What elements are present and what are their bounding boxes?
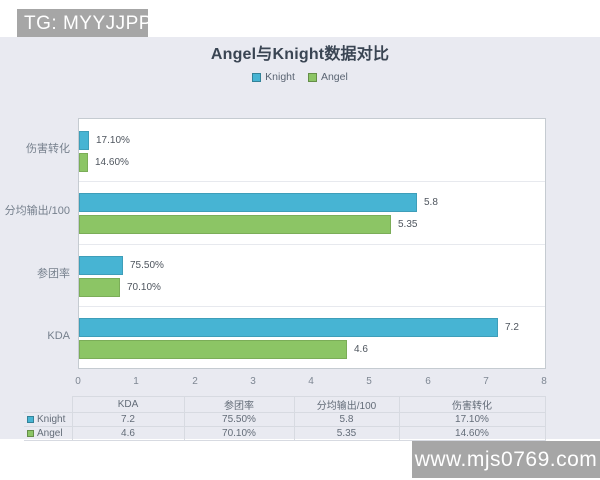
- x-tick-5: 5: [366, 376, 372, 387]
- top-watermark-banner: TG: MYYJJPP: [17, 9, 151, 38]
- bar-value-label-angel-3: 4.6: [354, 344, 368, 355]
- band-separator: [79, 244, 545, 245]
- bar-knight-2: [79, 256, 123, 275]
- table-header-row: KDA 参团率 分均输出/100 伤害转化: [24, 396, 546, 413]
- chart-legend: Knight Angel: [0, 71, 600, 83]
- x-tick-3: 3: [250, 376, 256, 387]
- table-row-knight: Knight 7.2 75.50% 5.8 17.10%: [24, 412, 546, 427]
- category-labels: 伤害转化分均输出/100 参团率 KDA: [0, 118, 70, 370]
- bar-knight-1: [79, 193, 417, 212]
- table-knight-label: Knight: [37, 414, 66, 425]
- legend-label-knight: Knight: [265, 71, 295, 83]
- bar-value-label-angel-2: 70.10%: [127, 282, 161, 293]
- x-tick-7: 7: [483, 376, 489, 387]
- category-label-3: KDA: [47, 330, 70, 342]
- table-cell: 14.60%: [398, 426, 546, 441]
- table-cell: 7.2: [71, 412, 185, 427]
- bar-value-label-knight-1: 5.8: [424, 197, 438, 208]
- table-header-dmgconv: 伤害转化: [398, 396, 546, 413]
- table-corner-cell: [24, 396, 73, 413]
- band-separator: [79, 181, 545, 182]
- bar-angel-2: [79, 278, 120, 297]
- bar-value-label-knight-2: 75.50%: [130, 260, 164, 271]
- x-tick-0: 0: [75, 376, 81, 387]
- table-row-angel: Angel 4.6 70.10% 5.35 14.60%: [24, 426, 546, 441]
- bottom-watermark-banner: www.mjs0769.com: [412, 441, 600, 478]
- table-swatch-knight-icon: [27, 416, 34, 423]
- bar-value-label-angel-1: 5.35: [398, 219, 418, 230]
- bar-knight-0: [79, 131, 89, 150]
- category-label-0: 伤害转化: [26, 143, 70, 155]
- bottom-watermark-text: www.mjs0769.com: [414, 447, 598, 471]
- table-cell: 5.35: [293, 426, 400, 441]
- legend-item-angel: Angel: [307, 71, 348, 83]
- x-tick-8: 8: [541, 376, 547, 387]
- x-tick-1: 1: [133, 376, 139, 387]
- x-axis: 0 1 2 3 4 5 6 7 8: [0, 375, 600, 388]
- table-cell: 17.10%: [398, 412, 546, 427]
- bar-angel-3: [79, 340, 347, 359]
- table-row-knight-name: Knight: [24, 412, 73, 427]
- table-cell: 4.6: [71, 426, 185, 441]
- chart-title: Angel与Knight数据对比: [210, 46, 390, 63]
- legend-swatch-knight-icon: [252, 72, 262, 82]
- bar-knight-3: [79, 318, 498, 337]
- table-cell: 70.10%: [183, 426, 295, 441]
- x-tick-2: 2: [192, 376, 198, 387]
- legend-label-angel: Angel: [320, 71, 348, 83]
- category-label-2: 参团率: [37, 268, 70, 280]
- table-row-angel-name: Angel: [24, 426, 73, 441]
- bar-value-label-knight-3: 7.2: [505, 322, 519, 333]
- table-cell: 75.50%: [183, 412, 295, 427]
- bar-value-label-knight-0: 17.10%: [96, 135, 130, 146]
- category-label-1: 分均输出/100: [4, 205, 70, 217]
- band-separator: [79, 306, 545, 307]
- legend-swatch-angel-icon: [307, 72, 317, 82]
- bar-angel-0: [79, 153, 88, 172]
- top-watermark-text: TG: MYYJJPP: [24, 13, 152, 34]
- table-swatch-angel-icon: [27, 430, 34, 437]
- table-header-teamrate: 参团率: [183, 396, 295, 413]
- x-tick-4: 4: [308, 376, 314, 387]
- plot-area: 17.10% 14.60% 5.8 5.35 75.50% 70.10% 7.2 4.6: [78, 118, 546, 369]
- bar-angel-1: [79, 215, 391, 234]
- bar-chart: 伤害转化分均输出/100 参团率 KDA 17.10% 14.60% 5.8 5.35 75…: [0, 118, 600, 370]
- legend-item-knight: Knight: [252, 71, 295, 83]
- table-header-dpm: 分均输出/100: [293, 396, 400, 413]
- bar-value-label-angel-0: 14.60%: [95, 157, 129, 168]
- table-angel-label: Angel: [37, 428, 63, 439]
- table-header-kda: KDA: [71, 396, 185, 413]
- table-cell: 5.8: [293, 412, 400, 427]
- x-tick-6: 6: [425, 376, 431, 387]
- data-table: KDA 参团率 分均输出/100 伤害转化 Knight 7.2 75.50% …: [24, 396, 546, 441]
